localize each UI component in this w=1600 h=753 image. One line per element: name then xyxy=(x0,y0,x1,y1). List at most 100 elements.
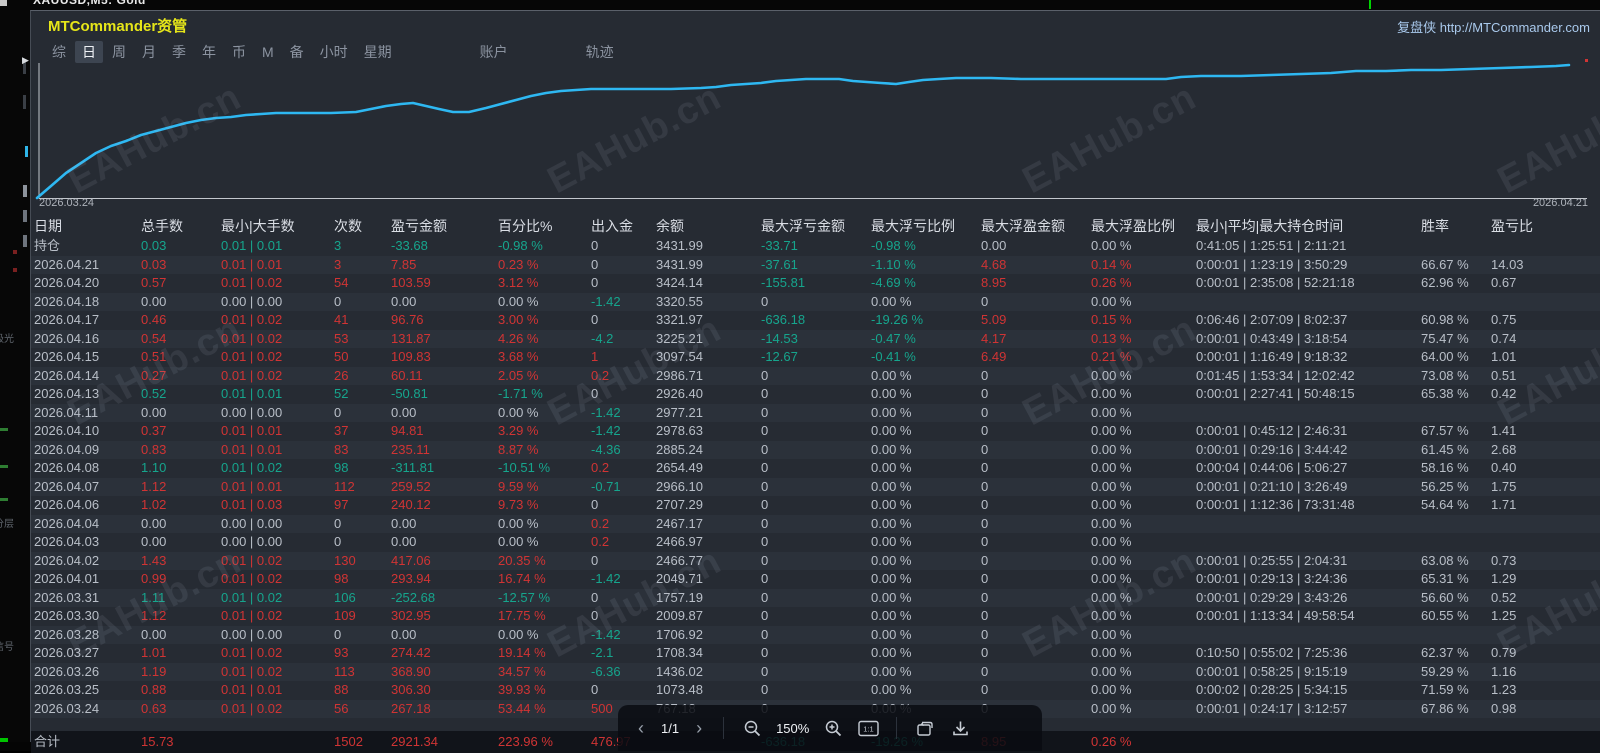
tab-小时[interactable]: 小时 xyxy=(319,44,348,60)
cell-16-5: 0.00 % xyxy=(498,534,539,549)
cell-8-14: 0.42 xyxy=(1491,386,1517,401)
cell-16-0: 2026.04.03 xyxy=(34,534,100,549)
cell-10-4: 94.81 xyxy=(391,423,424,438)
download-icon[interactable] xyxy=(949,717,971,739)
table-row-2026.03.26[interactable]: 2026.03.26 1.19 0.01 | 0.02 113 368.90 34.57 … xyxy=(31,662,1600,681)
cell-20-13: 60.55 % xyxy=(1421,608,1469,623)
table-row-2026.04.04[interactable]: 2026.04.04 0.00 0.00 | 0.00 0 0.00 0.00 % 0.2 2… xyxy=(31,514,1600,534)
tab-季[interactable]: 季 xyxy=(172,44,186,60)
table-row-2026.03.27[interactable]: 2026.03.27 1.01 0.01 | 0.02 93 274.42 19.14 %… xyxy=(34,644,1579,663)
table-row-2026.04.21[interactable]: 2026.04.21 0.03 0.01 | 0.01 3 7.85 0.23 % 0 343… xyxy=(31,255,1600,274)
tab-周[interactable]: 周 xyxy=(112,44,126,60)
cell-22-6: -2.1 xyxy=(591,645,614,660)
table-row-2026.04.02[interactable]: 2026.04.02 1.43 0.01 | 0.02 130 417.06 20.35 … xyxy=(31,551,1600,570)
zoom-out-icon[interactable] xyxy=(741,717,763,739)
cell-10-13: 67.57 % xyxy=(1421,423,1469,438)
cell-2-5: 3.12 % xyxy=(498,275,539,290)
tab-M[interactable]: M xyxy=(262,44,274,60)
cell-7-1: 0.27 xyxy=(141,367,167,383)
table-row-2026.04.15[interactable]: 2026.04.15 0.51 0.01 | 0.02 50 109.83 3.68 % 1… xyxy=(34,348,1579,367)
cell-16-13 xyxy=(1421,533,1491,552)
cell-8-11: 0.00 % xyxy=(1091,386,1132,401)
cell-25-4: 267.18 xyxy=(391,700,431,716)
corner-marker xyxy=(0,0,7,6)
restore-window-icon[interactable] xyxy=(914,717,936,739)
column-header-3: 次数 xyxy=(334,218,362,234)
table-row-2026.04.06[interactable]: 2026.04.06 1.02 0.01 | 0.03 97 240.12 9.73 % 0… xyxy=(34,496,1579,515)
cell-13-14: 1.75 xyxy=(1491,478,1517,494)
table-row-2026.04.03[interactable]: 2026.04.03 0.00 0.00 | 0.00 0 0.00 0.00 % 0.2 2… xyxy=(34,533,1579,552)
tab-年[interactable]: 年 xyxy=(202,44,216,60)
next-page-button[interactable]: › xyxy=(696,718,703,738)
cell-13-2: 0.01 | 0.01 xyxy=(221,478,283,494)
tab-星期[interactable]: 星期 xyxy=(363,44,392,60)
table-row-2026.03.25[interactable]: 2026.03.25 0.88 0.01 | 0.01 88 306.30 39.93 %… xyxy=(34,681,1579,700)
tab-日[interactable]: 日 xyxy=(75,41,103,63)
cell-18-3: 98 xyxy=(334,571,349,586)
cell-6-3: 50 xyxy=(334,349,349,364)
cell-5-9: -0.47 % xyxy=(871,330,916,346)
cell-1-4: 7.85 xyxy=(391,256,417,272)
x-axis-end-label: 2026.04.21 xyxy=(1532,197,1588,209)
table-row-2026.03.31[interactable]: 2026.03.31 1.11 0.01 | 0.02 106 -252.68 -12.5… xyxy=(31,588,1600,607)
cell-0-3: 3 xyxy=(334,238,342,253)
cell-10-2: 0.01 | 0.01 xyxy=(221,423,283,438)
table-row-2026.04.18[interactable]: 2026.04.18 0.00 0.00 | 0.00 0 0.00 0.00 % -1.4… xyxy=(31,292,1600,311)
cell-25-12: 0:00:01 | 0:24:17 | 3:12:57 xyxy=(1196,700,1348,716)
cell-14-11: 0.00 % xyxy=(1091,497,1132,512)
table-row-2026.04.17[interactable]: 2026.04.17 0.46 0.01 | 0.02 41 96.76 3.00 % 0 3… xyxy=(34,311,1579,330)
tab-账户[interactable]: 账户 xyxy=(479,44,508,60)
column-header-0: 日期 xyxy=(34,218,62,234)
cell-19-10: 0 xyxy=(981,589,989,605)
tab-综[interactable]: 综 xyxy=(52,44,66,60)
table-row-2026.03.30[interactable]: 2026.03.30 1.12 0.01 | 0.02 109 302.95 17.75 … xyxy=(34,607,1579,626)
table-row-2026.04.07[interactable]: 2026.04.07 1.12 0.01 | 0.01 112 259.52 9.59 %… xyxy=(31,477,1600,496)
tab-轨迹[interactable]: 轨迹 xyxy=(585,44,614,60)
table-row-2026.04.10[interactable]: 2026.04.10 0.37 0.01 | 0.01 37 94.81 3.29 % -1… xyxy=(34,422,1579,441)
tab-月[interactable]: 月 xyxy=(142,44,156,60)
cell-0-10: 0.00 xyxy=(981,238,1007,253)
cell-5-12: 0:00:01 | 0:43:49 | 3:18:54 xyxy=(1196,330,1348,346)
cell-25-5: 53.44 % xyxy=(498,700,546,716)
cell-13-11: 0.00 % xyxy=(1091,478,1132,494)
cell-18-8: 0 xyxy=(761,571,769,586)
table-row-2026.04.14[interactable]: 2026.04.14 0.27 0.01 | 0.02 26 60.11 2.05 % 0.… xyxy=(31,366,1600,385)
table-row-2026.04.13[interactable]: 2026.04.13 0.52 0.01 | 0.01 52 -50.81 -1.71 %… xyxy=(34,385,1579,404)
cell-12-7: 2654.49 xyxy=(656,460,703,475)
cell-0-6: 0 xyxy=(591,238,599,253)
cell-6-14: 1.01 xyxy=(1491,349,1517,364)
cell-4-9: -19.26 % xyxy=(871,312,924,327)
cell-0-0: 持仓 xyxy=(34,238,61,253)
table-row-持仓[interactable]: 持仓 0.03 0.01 | 0.01 3 -33.68 -0.98 % 0 3431.99 -… xyxy=(34,237,1579,256)
cell-20-3: 109 xyxy=(334,608,356,623)
cell-total-0: 合计 xyxy=(34,734,61,749)
cell-22-9: 0.00 % xyxy=(871,645,912,660)
cell-7-6: 0.2 xyxy=(591,367,610,383)
cell-15-10: 0 xyxy=(981,515,989,531)
cell-24-8: 0 xyxy=(761,682,769,697)
table-row-2026.04.11[interactable]: 2026.04.11 0.00 0.00 | 0.00 0 0.00 0.00 % -1.4… xyxy=(31,403,1600,422)
cell-8-6: 0 xyxy=(591,386,599,401)
cell-10-1: 0.37 xyxy=(141,423,167,438)
cell-13-1: 1.12 xyxy=(141,478,167,494)
cell-5-0: 2026.04.16 xyxy=(34,330,100,346)
cell-14-0: 2026.04.06 xyxy=(34,497,100,512)
table-row-2026.04.01[interactable]: 2026.04.01 0.99 0.01 | 0.02 98 293.94 16.74 %… xyxy=(34,570,1579,589)
table-row-2026.04.20[interactable]: 2026.04.20 0.57 0.01 | 0.02 54 103.59 3.12 % 0… xyxy=(34,274,1579,293)
cell-23-10: 0 xyxy=(981,663,989,679)
tab-备[interactable]: 备 xyxy=(289,44,304,60)
cell-24-5: 39.93 % xyxy=(498,682,546,697)
cell-18-9: 0.00 % xyxy=(871,571,912,586)
cell-21-6: -1.42 xyxy=(591,626,621,642)
prev-page-button[interactable]: ‹ xyxy=(638,718,644,738)
table-row-2026.03.28[interactable]: 2026.03.28 0.00 0.00 | 0.00 0 0.00 0.00 % -1.4… xyxy=(31,625,1600,644)
table-row-2026.04.09[interactable]: 2026.04.09 0.83 0.01 | 0.01 83 235.11 8.87 % -… xyxy=(31,440,1600,459)
actual-size-icon[interactable]: 1:1 xyxy=(857,717,879,739)
tab-币[interactable]: 币 xyxy=(232,44,246,60)
table-row-2026.04.08[interactable]: 2026.04.08 1.10 0.01 | 0.02 98 -311.81 -10.51… xyxy=(34,459,1579,478)
zoom-in-icon[interactable] xyxy=(822,717,844,739)
panel-homepage-link[interactable]: 复盘侠 http://MTCommander.com xyxy=(1397,20,1590,35)
table-row-2026.04.16[interactable]: 2026.04.16 0.54 0.01 | 0.02 53 131.87 4.26 % -… xyxy=(31,329,1600,348)
sidebar-mark xyxy=(13,268,17,272)
cell-15-13 xyxy=(1421,515,1491,534)
